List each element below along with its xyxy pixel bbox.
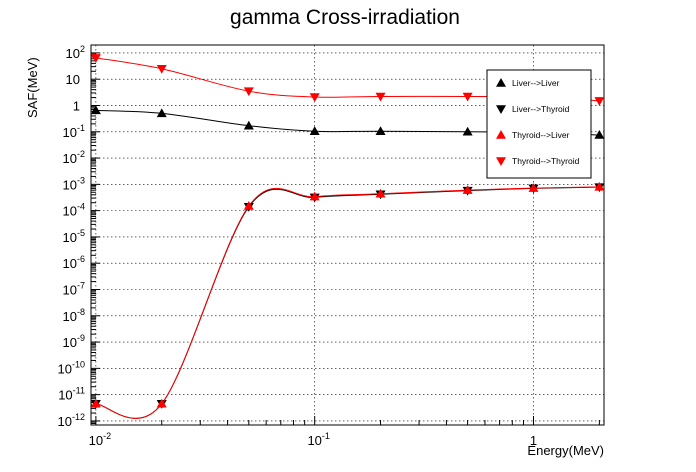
y-tick-label: 10-3	[63, 175, 85, 192]
legend-entry: Thyroid-->Thyroid	[496, 156, 580, 166]
data-point	[594, 97, 605, 106]
y-tick-label: 10-8	[63, 307, 85, 324]
data-point	[594, 181, 605, 191]
data-point	[90, 398, 101, 408]
legend-label: Thyroid-->Thyroid	[512, 156, 580, 166]
series-line	[95, 186, 600, 419]
data-point	[90, 105, 101, 115]
series-layer	[90, 54, 605, 419]
data-point	[243, 87, 254, 97]
y-tick-label: 10-11	[58, 386, 85, 403]
data-point	[528, 183, 539, 192]
data-point	[375, 92, 386, 102]
legend: Liver-->Liver Liver-->Thyroid Thyroid-->Li…	[486, 69, 592, 179]
y-tick-label: 10-9	[63, 333, 85, 350]
plot-frame	[90, 44, 605, 426]
y-tick-label: 10-6	[63, 254, 85, 271]
legend-marker	[496, 157, 506, 166]
data-point	[462, 92, 473, 102]
data-point	[156, 64, 167, 74]
series-1	[90, 183, 605, 419]
data-point	[309, 93, 320, 103]
data-point	[90, 54, 101, 63]
data-point	[309, 191, 320, 201]
data-point	[462, 185, 473, 194]
data-point	[156, 108, 167, 118]
legend-label: Liver-->Liver	[512, 78, 560, 88]
legend-marker	[496, 78, 506, 87]
series-line	[95, 186, 600, 419]
x-tick-label: 1	[530, 433, 537, 448]
x-axis-label: Energy(MeV)	[527, 443, 604, 458]
legend-entry: Thyroid-->Liver	[496, 130, 570, 140]
chart-title: gamma Cross-irradiation	[230, 6, 460, 29]
data-point	[309, 126, 320, 135]
legend-label: Thyroid-->Liver	[512, 130, 570, 140]
legend-label: Liver-->Thyroid	[512, 104, 570, 114]
legend-entry: Liver-->Thyroid	[496, 104, 570, 114]
data-point	[462, 126, 473, 136]
axis-ticks: 10-2 10-1 110210110-110-210-310-410-510-61…	[58, 44, 600, 448]
y-tick-label: 10-2	[63, 149, 85, 166]
legend-entry: Liver-->Liver	[496, 78, 560, 88]
data-point	[594, 130, 605, 139]
legend-marker	[496, 105, 506, 114]
x-tick-label: 10-2	[89, 431, 111, 448]
y-axis-label: SAF(MeV)	[25, 57, 40, 118]
series-2	[90, 181, 605, 419]
x-tick-label: 10-1	[307, 431, 329, 448]
data-point	[375, 188, 386, 198]
y-tick-label: 102	[66, 44, 85, 61]
y-tick-label: 1	[73, 98, 80, 113]
data-point	[156, 398, 167, 408]
data-point	[243, 120, 254, 130]
legend-marker	[496, 130, 506, 139]
y-tick-label: 10-7	[63, 280, 85, 297]
y-tick-label: 10-1	[63, 123, 85, 140]
y-tick-label: 10-4	[63, 202, 85, 219]
y-tick-label: 10-12	[58, 412, 85, 429]
y-tick-label: 10-10	[58, 359, 85, 376]
grid-lines	[91, 45, 604, 425]
y-tick-label: 10-5	[63, 228, 85, 245]
data-point	[375, 126, 386, 135]
y-tick-label: 10	[66, 72, 80, 87]
data-point	[243, 201, 254, 210]
